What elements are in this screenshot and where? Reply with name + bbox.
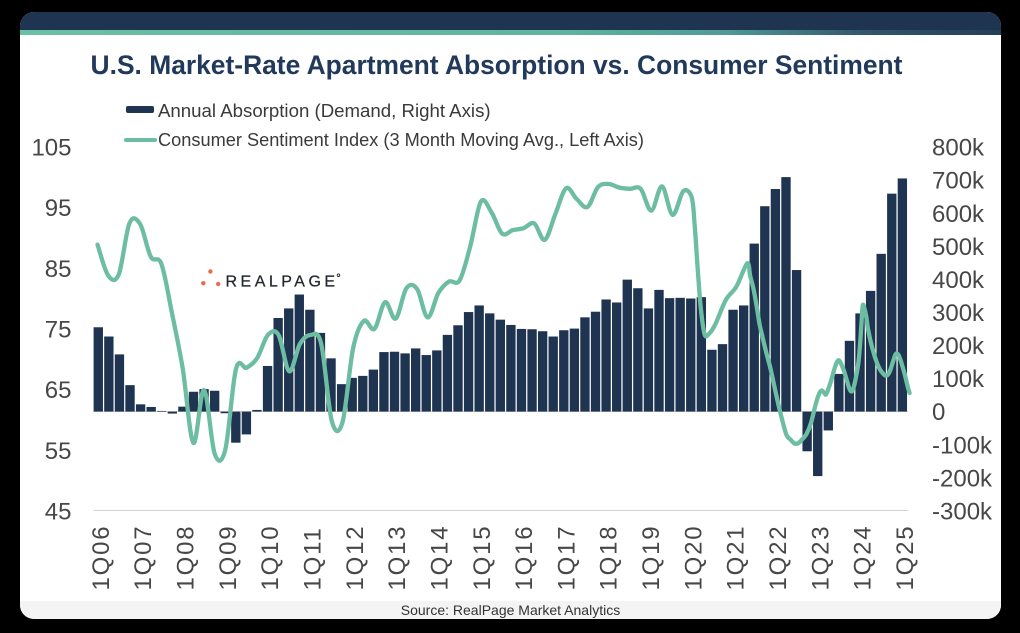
- svg-text:75: 75: [45, 317, 72, 344]
- svg-text:400k: 400k: [932, 267, 985, 294]
- svg-text:1Q09: 1Q09: [215, 525, 242, 591]
- svg-text:95: 95: [45, 195, 72, 222]
- svg-text:0: 0: [932, 399, 945, 426]
- svg-text:65: 65: [45, 377, 72, 404]
- svg-text:1Q21: 1Q21: [723, 525, 750, 591]
- svg-text:1Q25: 1Q25: [892, 525, 919, 591]
- svg-text:-200k: -200k: [932, 465, 993, 492]
- svg-text:1Q24: 1Q24: [850, 525, 877, 591]
- svg-text:700k: 700k: [932, 168, 985, 195]
- svg-text:1Q17: 1Q17: [553, 525, 580, 591]
- svg-text:105: 105: [31, 135, 71, 162]
- svg-text:800k: 800k: [932, 135, 985, 162]
- svg-text:1Q10: 1Q10: [257, 525, 284, 591]
- svg-text:100k: 100k: [932, 366, 985, 393]
- svg-text:1Q14: 1Q14: [426, 525, 453, 591]
- svg-text:300k: 300k: [932, 300, 985, 327]
- svg-text:REALPAGE: REALPAGE: [226, 274, 339, 291]
- svg-text:500k: 500k: [932, 234, 985, 261]
- svg-text:600k: 600k: [932, 201, 985, 228]
- svg-text:-100k: -100k: [932, 432, 993, 459]
- svg-text:1Q08: 1Q08: [173, 525, 200, 591]
- svg-text:1Q16: 1Q16: [511, 525, 538, 591]
- svg-text:55: 55: [45, 438, 72, 465]
- svg-text:1Q13: 1Q13: [384, 525, 411, 591]
- svg-text:1Q20: 1Q20: [680, 525, 707, 591]
- svg-text:1Q12: 1Q12: [342, 525, 369, 591]
- svg-text:1Q15: 1Q15: [469, 525, 496, 591]
- svg-text:1Q06: 1Q06: [88, 525, 115, 591]
- svg-text:45: 45: [45, 498, 72, 525]
- svg-text:1Q19: 1Q19: [638, 525, 665, 591]
- svg-text:1Q23: 1Q23: [807, 525, 834, 591]
- svg-text:1Q11: 1Q11: [300, 526, 327, 590]
- svg-text:1Q07: 1Q07: [130, 525, 157, 591]
- svg-text:1Q22: 1Q22: [765, 525, 792, 591]
- svg-text:85: 85: [45, 256, 72, 283]
- svg-text:200k: 200k: [932, 333, 985, 360]
- svg-text:-300k: -300k: [932, 498, 993, 525]
- svg-text:1Q18: 1Q18: [596, 525, 623, 591]
